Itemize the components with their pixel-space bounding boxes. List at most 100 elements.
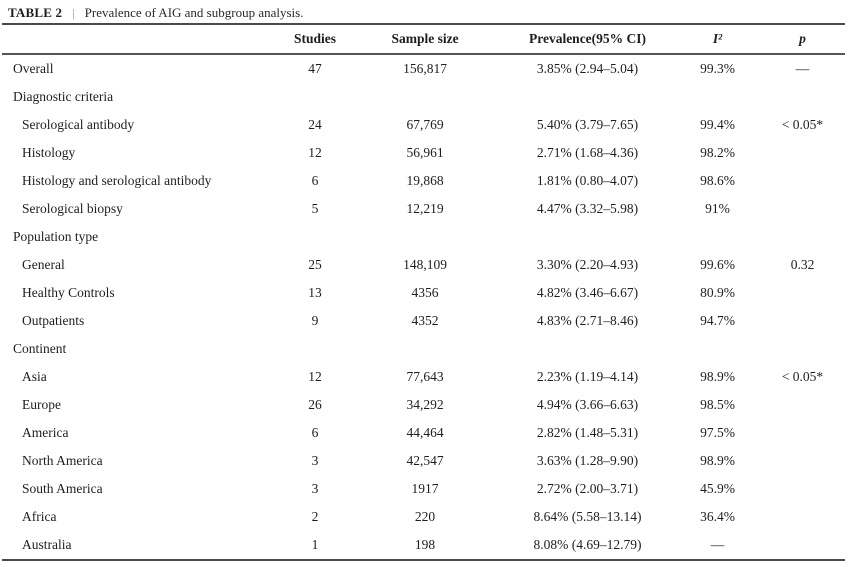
prevalence-cell: 3.85% (2.94–5.04): [536, 61, 639, 76]
table-row: Histology 12 56,961 2.71% (1.68–4.36) 98.2%: [0, 139, 850, 167]
row-label: Population type: [13, 229, 99, 244]
sample-size-cell: 42,547: [406, 453, 444, 468]
row-label: Continent: [13, 341, 67, 356]
i2-cell: 99.4%: [700, 117, 735, 132]
studies-cell: 13: [308, 285, 322, 300]
prevalence-cell: 4.47% (3.32–5.98): [536, 201, 639, 216]
sample-size-cell: 77,643: [406, 369, 444, 384]
studies-cell: 25: [308, 257, 322, 272]
i2-cell: 98.5%: [700, 397, 735, 412]
studies-cell: 24: [308, 117, 322, 132]
table-row: Europe 26 34,292 4.94% (3.66–6.63) 98.5%: [0, 391, 850, 419]
table-row: Outpatients 9 4352 4.83% (2.71–8.46) 94.7%: [0, 307, 850, 335]
sample-size-cell: 34,292: [406, 397, 444, 412]
row-label: North America: [22, 453, 103, 468]
p-cell: —: [795, 61, 810, 76]
p-cell: 0.32: [790, 257, 815, 272]
sample-size-cell: 4352: [411, 313, 439, 328]
prevalence-cell: 3.63% (1.28–9.90): [536, 453, 639, 468]
prevalence-cell: 2.72% (2.00–3.71): [536, 481, 639, 496]
row-label: Diagnostic criteria: [13, 89, 114, 104]
i2-cell: 98.9%: [700, 369, 735, 384]
prevalence-cell: 4.82% (3.46–6.67): [536, 285, 639, 300]
caption-text: Prevalence of AIG and subgroup analysis.: [84, 5, 304, 20]
prevalence-cell: 4.83% (2.71–8.46): [536, 313, 639, 328]
i2-cell: 80.9%: [700, 285, 735, 300]
table-number: TABLE 2: [8, 5, 63, 20]
studies-cell: 1: [311, 537, 319, 552]
row-label: South America: [22, 481, 103, 496]
table-bottom-rule: [2, 559, 845, 561]
p-cell: < 0.05*: [781, 117, 824, 132]
row-label: Africa: [22, 509, 57, 524]
table-row: Overall 47 156,817 3.85% (2.94–5.04) 99.3% —: [0, 55, 850, 83]
prevalence-cell: 2.71% (1.68–4.36): [536, 145, 639, 160]
sample-size-cell: 4356: [411, 285, 439, 300]
row-label: Australia: [22, 537, 72, 552]
i2-cell: 91%: [705, 201, 730, 216]
p-cell: < 0.05*: [781, 369, 824, 384]
row-label: Serological biopsy: [22, 201, 123, 216]
table-body: Overall 47 156,817 3.85% (2.94–5.04) 99.3% — D…: [0, 55, 850, 559]
sample-size-cell: 156,817: [403, 61, 447, 76]
studies-cell: 3: [311, 481, 319, 496]
prevalence-cell: 4.94% (3.66–6.63): [536, 397, 639, 412]
studies-cell: 26: [308, 397, 322, 412]
row-label: Histology: [22, 145, 76, 160]
col-header-prevalence: Prevalence(95% CI): [528, 31, 647, 46]
row-label: Serological antibody: [22, 117, 135, 132]
i2-cell: 98.6%: [700, 173, 735, 188]
i2-cell: 98.9%: [700, 453, 735, 468]
sample-size-cell: 56,961: [406, 145, 444, 160]
table-row: Healthy Controls 13 4356 4.82% (3.46–6.67) 8…: [0, 279, 850, 307]
i2-cell: 45.9%: [700, 481, 735, 496]
table-row: Africa 2 220 8.64% (5.58–13.14) 36.4%: [0, 503, 850, 531]
studies-cell: 12: [308, 145, 322, 160]
section-header-row: Population type: [0, 223, 850, 251]
sample-size-cell: 44,464: [406, 425, 444, 440]
table-row: Australia 1 198 8.08% (4.69–12.79) —: [0, 531, 850, 559]
sample-size-cell: 19,868: [406, 173, 444, 188]
table-row: General 25 148,109 3.30% (2.20–4.93) 99.6% 0.…: [0, 251, 850, 279]
prevalence-cell: 8.64% (5.58–13.14): [533, 509, 642, 524]
i2-cell: 99.3%: [700, 61, 735, 76]
col-header-studies: Studies: [293, 31, 337, 46]
row-label: Asia: [22, 369, 47, 384]
table-header-rule: [2, 53, 845, 55]
studies-cell: 12: [308, 369, 322, 384]
table-row: South America 3 1917 2.72% (2.00–3.71) 45.9%: [0, 475, 850, 503]
table-row: America 6 44,464 2.82% (1.48–5.31) 97.5%: [0, 419, 850, 447]
table-row: Asia 12 77,643 2.23% (1.19–4.14) 98.9% < 0.05…: [0, 363, 850, 391]
prevalence-cell: 2.82% (1.48–5.31): [536, 425, 639, 440]
i2-cell: 98.2%: [700, 145, 735, 160]
section-header-row: Diagnostic criteria: [0, 83, 850, 111]
i2-cell: —: [710, 537, 725, 552]
sample-size-cell: 67,769: [406, 117, 444, 132]
col-header-sample-size: Sample size: [391, 31, 459, 46]
table-top-rule: [2, 23, 845, 25]
i2-cell: 36.4%: [700, 509, 735, 524]
prevalence-cell: 8.08% (4.69–12.79): [533, 537, 642, 552]
table-row: Histology and serological antibody 6 19,86…: [0, 167, 850, 195]
prevalence-cell: 1.81% (0.80–4.07): [536, 173, 639, 188]
prevalence-cell: 5.40% (3.79–7.65): [536, 117, 639, 132]
studies-cell: 9: [311, 313, 319, 328]
table-row: Serological biopsy 5 12,219 4.47% (3.32–5.9…: [0, 195, 850, 223]
i2-cell: 97.5%: [700, 425, 735, 440]
sample-size-cell: 198: [414, 537, 436, 552]
i2-cell: 99.6%: [700, 257, 735, 272]
col-header-i2: I²: [712, 31, 723, 46]
prevalence-cell: 2.23% (1.19–4.14): [536, 369, 639, 384]
studies-cell: 2: [311, 509, 319, 524]
row-label: America: [22, 425, 69, 440]
row-label: Europe: [22, 397, 61, 412]
studies-cell: 3: [311, 453, 319, 468]
col-header-p: p: [799, 31, 806, 46]
studies-cell: 6: [311, 173, 319, 188]
caption-divider-icon: |: [72, 6, 75, 20]
studies-cell: 47: [308, 61, 322, 76]
i2-cell: 94.7%: [700, 313, 735, 328]
prevalence-cell: 3.30% (2.20–4.93): [536, 257, 639, 272]
sample-size-cell: 148,109: [403, 257, 447, 272]
